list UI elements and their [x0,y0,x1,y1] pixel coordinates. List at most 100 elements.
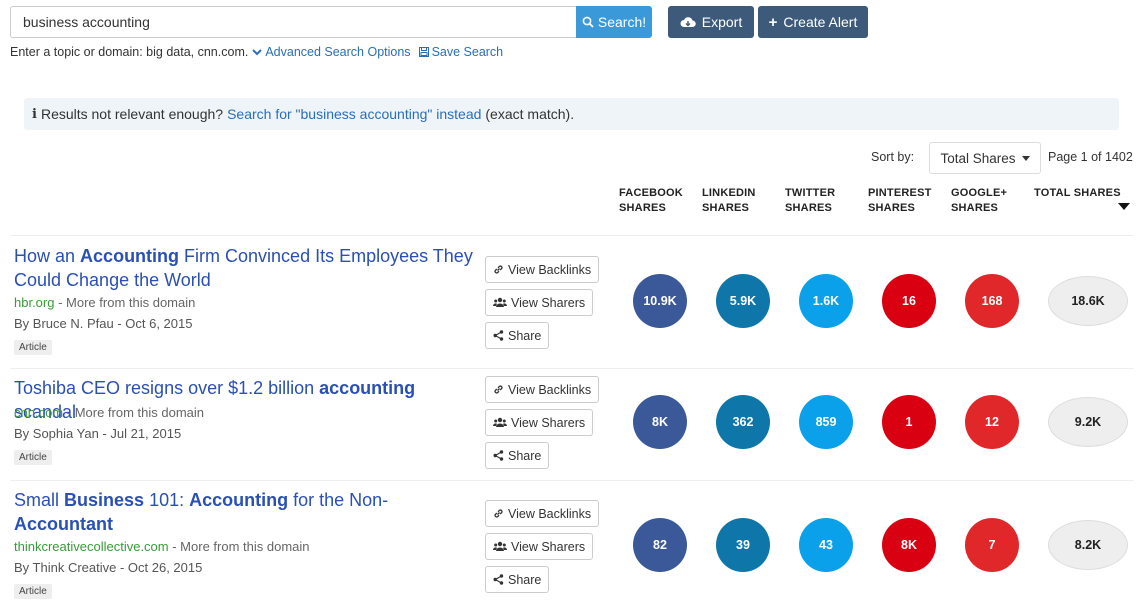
result-row: Small Business 101: Accounting for the N… [0,480,1144,610]
caret-down-icon [1021,155,1030,161]
title-text: scandal [14,402,77,422]
helper-text: Enter a topic or domain: big data, cnn.c… [10,45,249,59]
view-sharers-button[interactable]: View Sharers [485,289,594,316]
users-icon [493,417,507,428]
result-domain-link[interactable]: cnn.com [14,405,64,420]
pinterest-shares-count[interactable]: 16 [882,274,936,328]
title-highlight: accounting [319,378,416,398]
view-sharers-button-label: View Sharers [511,539,586,554]
more-from-domain-link[interactable]: - More from this domain [54,295,196,310]
share-button-label: Share [508,328,542,343]
twitter-shares-count[interactable]: 1.6K [799,274,853,328]
title-text: 101: [144,490,190,510]
advanced-search-label: Advanced Search Options [265,45,411,59]
col-header-line: SHARES [702,202,750,214]
result-byline: By Bruce N. Pfau - Oct 6, 2015 [14,316,193,331]
divider [10,480,1134,481]
col-header-line: SHARES [619,202,667,214]
more-from-domain-link[interactable]: - More from this domain [168,539,310,554]
exact-match-link[interactable]: Search for "business accounting" instead [227,106,482,122]
view-sharers-button[interactable]: View Sharers [485,533,594,560]
chevron-down-icon [252,48,263,56]
result-domain-link[interactable]: hbr.org [14,295,55,310]
title-highlight: Accountant [14,514,113,534]
googleplus-shares-count[interactable]: 12 [965,395,1019,449]
pinterest-shares-count[interactable]: 1 [882,395,936,449]
linkedin-shares-count[interactable]: 5.9K [716,274,770,328]
twitter-shares-count[interactable]: 859 [799,395,853,449]
search-helper: Enter a topic or domain: big data, cnn.c… [10,45,503,59]
sort-selected: Total Shares [940,150,1016,166]
share-icon [493,450,504,461]
link-icon [493,384,504,395]
facebook-shares-count[interactable]: 10.9K [633,274,687,328]
create-alert-button[interactable]: + Create Alert [758,6,868,38]
col-header-googleplus[interactable]: GOOGLE+ SHARES [951,186,1007,216]
result-domain-link[interactable]: thinkcreativecollective.com [14,539,169,554]
notice-suffix: (exact match). [485,106,575,122]
facebook-shares-count[interactable]: 82 [633,518,687,572]
share-button[interactable]: Share [485,322,550,349]
title-text: Toshiba CEO resigns over $1.2 billion [14,378,320,398]
col-header-pinterest[interactable]: PINTEREST SHARES [868,186,932,216]
total-shares-count: 9.2K [1048,397,1128,447]
info-icon: i [32,106,37,122]
search-button-label: Search! [597,14,647,30]
save-search-label: Save Search [431,45,504,59]
col-header-total[interactable]: TOTAL SHARES [1034,186,1121,201]
content-type-badge: Article [14,584,52,599]
share-button-label: Share [508,448,542,463]
users-icon [493,541,507,552]
result-row: How an Accounting Firm Convinced Its Emp… [0,236,1144,368]
col-header-line: TOTAL SHARES [1034,187,1121,199]
col-header-line: FACEBOOK [619,187,683,199]
view-backlinks-button[interactable]: View Backlinks [485,376,600,403]
save-search-link[interactable]: Save Search [418,45,504,59]
pinterest-shares-count[interactable]: 8K [882,518,936,572]
col-header-twitter[interactable]: TWITTER SHARES [785,186,835,216]
view-backlinks-button[interactable]: View Backlinks [485,500,600,527]
advanced-search-link[interactable]: Advanced Search Options [252,45,411,59]
view-sharers-button-label: View Sharers [511,295,586,310]
content-type-badge: Article [14,340,52,355]
result-title-link[interactable]: Small Business 101: Accounting for the N… [14,488,479,536]
cloud-download-icon [680,16,696,28]
col-header-facebook[interactable]: FACEBOOK SHARES [619,186,683,216]
col-header-line: LINKEDIN [702,187,756,199]
twitter-shares-count[interactable]: 43 [799,518,853,572]
linkedin-shares-count[interactable]: 39 [716,518,770,572]
share-icon [493,330,504,341]
title-text: Small [14,490,65,510]
sort-label: Sort by: [871,150,915,164]
result-domain-line: thinkcreativecollective.com - More from … [14,539,310,554]
facebook-shares-count[interactable]: 8K [633,395,687,449]
result-byline: By Think Creative - Oct 26, 2015 [14,560,203,575]
share-button[interactable]: Share [485,566,550,593]
view-sharers-button[interactable]: View Sharers [485,409,594,436]
sort-dropdown[interactable]: Total Shares [929,142,1041,174]
total-shares-count: 8.2K [1048,520,1128,570]
result-title-link[interactable]: Toshiba CEO resigns over $1.2 billion ac… [14,376,479,424]
sort-desc-icon[interactable] [1118,203,1130,210]
view-backlinks-button-label: View Backlinks [508,262,592,277]
search-input[interactable] [10,6,577,38]
link-icon [493,264,504,275]
col-header-line: TWITTER [785,187,836,199]
result-title-link[interactable]: How an Accounting Firm Convinced Its Emp… [14,244,479,292]
linkedin-shares-count[interactable]: 362 [716,395,770,449]
result-domain-line: hbr.org - More from this domain [14,295,195,310]
relevance-notice: i Results not relevant enough? Search fo… [24,98,1119,130]
share-button[interactable]: Share [485,442,550,469]
googleplus-shares-count[interactable]: 7 [965,518,1019,572]
export-button[interactable]: Export [668,6,754,38]
result-byline: By Sophia Yan - Jul 21, 2015 [14,426,182,441]
col-header-line: SHARES [785,202,833,214]
view-backlinks-button[interactable]: View Backlinks [485,256,600,283]
col-header-line: GOOGLE+ [951,187,1008,199]
more-from-domain-link[interactable]: - More from this domain [63,405,205,420]
plus-icon: + [768,13,778,31]
col-header-linkedin[interactable]: LINKEDIN SHARES [702,186,756,216]
googleplus-shares-count[interactable]: 168 [965,274,1019,328]
search-button[interactable]: Search! [576,6,652,38]
search-icon [582,16,594,28]
